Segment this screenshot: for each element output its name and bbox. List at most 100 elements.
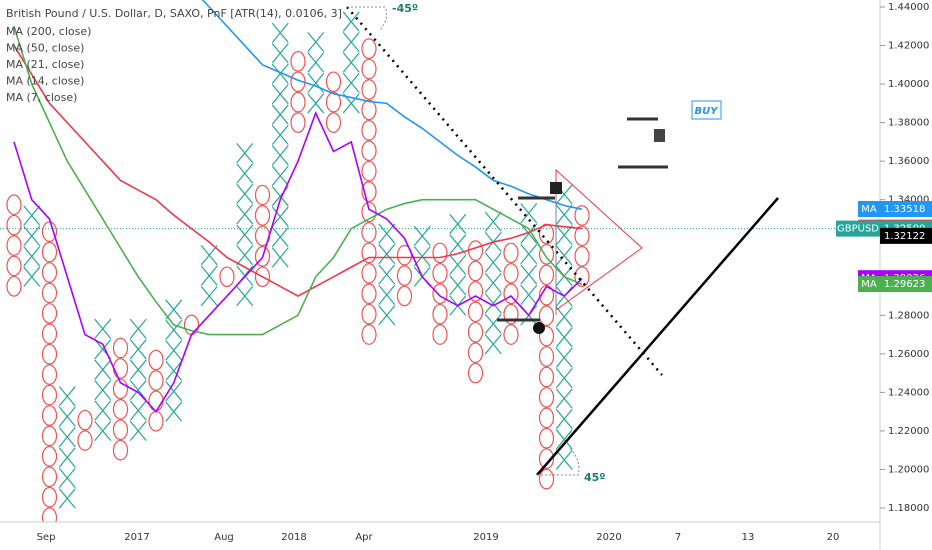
- x-box: [555, 429, 573, 450]
- x-box: [94, 400, 112, 421]
- badge-value: 1.29623: [884, 279, 925, 290]
- x-box: [271, 226, 289, 248]
- x-tick-label: 7: [675, 532, 681, 543]
- o-box: [361, 58, 377, 80]
- o-box: [432, 242, 448, 264]
- x-box: [271, 206, 289, 227]
- x-box: [555, 347, 573, 368]
- ma-line: [13, 45, 583, 297]
- pnf-column: [23, 205, 41, 287]
- o-box: [538, 427, 555, 449]
- x-box: [165, 401, 183, 422]
- pnf-column: [574, 205, 590, 288]
- x-tick-label: Apr: [355, 532, 373, 543]
- x-box: [378, 264, 396, 285]
- legend-entry: MA (200, close): [6, 25, 91, 38]
- x-box: [236, 204, 254, 225]
- price-badge: MA 1.33518: [858, 200, 932, 217]
- o-box: [503, 262, 519, 284]
- o-box: [6, 276, 22, 297]
- x-box: [555, 245, 573, 266]
- o-box: [361, 303, 377, 325]
- x-box: [342, 11, 360, 32]
- o-box: [432, 283, 448, 305]
- pnf-column: [165, 299, 183, 422]
- o-box: [148, 349, 164, 371]
- x-box: [378, 243, 396, 265]
- x-box: [165, 299, 183, 320]
- o-box: [467, 342, 484, 364]
- o-box: [41, 384, 58, 406]
- x-box: [129, 318, 147, 339]
- pnf-column: [58, 386, 76, 509]
- x-box: [23, 246, 41, 267]
- x-box: [484, 272, 502, 294]
- pnf-column: [520, 203, 538, 326]
- ma-line: [13, 26, 583, 336]
- x-box: [378, 284, 396, 305]
- o-box: [467, 281, 484, 302]
- y-tick-label: 1.38000: [888, 118, 929, 129]
- x-box: [94, 420, 112, 442]
- o-box: [77, 430, 93, 451]
- legend-entry: MA (14, close): [6, 75, 84, 88]
- x-box: [342, 52, 360, 73]
- x-box: [484, 211, 502, 232]
- pnf-column: [503, 242, 519, 345]
- x-box: [94, 318, 112, 339]
- x-box: [342, 31, 360, 53]
- pnf-column: [6, 194, 22, 297]
- x-box: [307, 93, 325, 114]
- o-box: [112, 419, 129, 441]
- x-box: [449, 254, 467, 275]
- o-box: [538, 264, 555, 286]
- x-box: [236, 245, 254, 266]
- y-tick-label: 1.34000: [888, 195, 929, 206]
- y-tick-label: 1.26000: [888, 349, 929, 360]
- pnf-column: [94, 318, 112, 442]
- o-box: [254, 266, 271, 288]
- x-box: [236, 163, 254, 184]
- o-box: [325, 91, 342, 113]
- o-box: [361, 262, 377, 284]
- o-box: [290, 91, 306, 113]
- pnf-column: [325, 71, 342, 133]
- pnf-column: [361, 38, 377, 345]
- legend-entry: MA (7, close): [6, 91, 77, 104]
- badge-value: 1.32122: [884, 231, 925, 242]
- x-box: [58, 386, 76, 407]
- x-box: [413, 225, 431, 247]
- x-box: [129, 420, 147, 442]
- pnf-column: [449, 213, 467, 316]
- x-box: [165, 340, 183, 361]
- x-box: [23, 205, 41, 226]
- x-box: [23, 266, 41, 287]
- pnf-column: [254, 184, 271, 288]
- o-box: [361, 99, 377, 121]
- o-box: [538, 468, 555, 490]
- y-tick-label: 1.22000: [888, 426, 929, 437]
- x-box: [378, 305, 396, 326]
- pnf-column: [148, 349, 164, 432]
- o-box: [325, 71, 342, 93]
- x-box: [236, 224, 254, 245]
- pnf-column: [396, 244, 413, 307]
- o-box: [41, 425, 58, 447]
- o-box: [467, 260, 484, 282]
- x-tick-label: 20: [827, 532, 840, 543]
- ma-line: [13, 110, 583, 413]
- pnf-column: [342, 11, 360, 114]
- badge-name: MA: [861, 279, 877, 290]
- o-box: [503, 324, 519, 345]
- angle-arc: [347, 6, 388, 31]
- o-box: [112, 378, 129, 400]
- plot-area: [0, 0, 880, 522]
- x-box: [520, 264, 538, 285]
- y-tick-label: 1.40000: [888, 79, 929, 90]
- trend-line: [536, 197, 779, 476]
- annotation: -45º: [392, 2, 418, 15]
- x-box: [271, 43, 289, 64]
- x-tick-label: 2017: [124, 532, 149, 543]
- x-box: [555, 204, 573, 225]
- x-box: [378, 223, 396, 244]
